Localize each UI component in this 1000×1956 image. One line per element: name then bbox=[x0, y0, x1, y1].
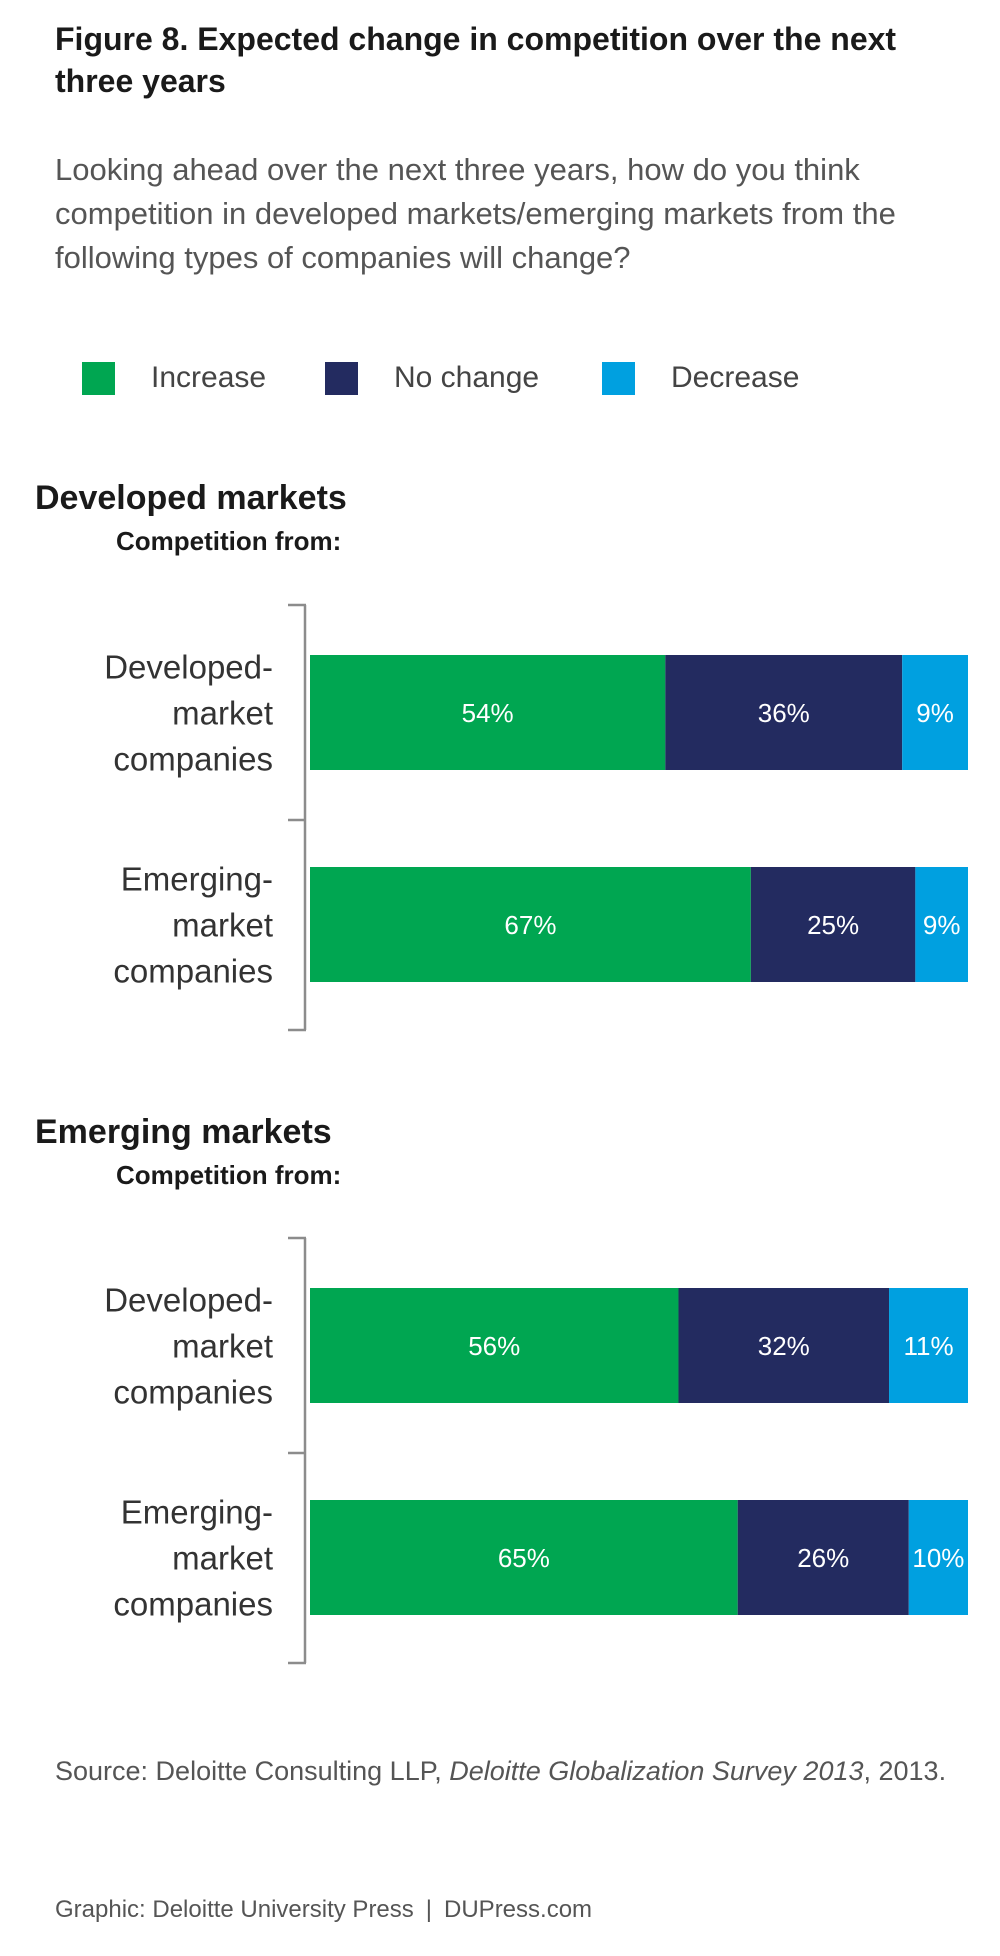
bar-increase-emerging-market-companies bbox=[310, 867, 751, 982]
source-suffix: , 2013. bbox=[863, 1756, 947, 1786]
data-label-decrease-developed-market-companies: 11% bbox=[903, 1331, 953, 1361]
emerging-markets-chart-svg: Developed-market companies 56% 32% 11% Emergi… bbox=[104, 1236, 968, 1665]
legend-swatch-decrease bbox=[602, 361, 635, 395]
category-label-line: companies bbox=[113, 1373, 273, 1410]
legend-swatch-no-change bbox=[325, 361, 358, 395]
bar-decrease-emerging-market-companies bbox=[915, 867, 968, 982]
bar-no-change-developed-market-companies bbox=[665, 655, 903, 770]
chart-legend: Increase No change Decrease bbox=[82, 356, 982, 400]
data-label-no-change-developed-market-companies: 32% bbox=[758, 1331, 810, 1361]
category-label-line: companies bbox=[113, 952, 273, 989]
category-label-line: Emerging- bbox=[121, 860, 273, 897]
credit-site: DUPress.com bbox=[444, 1896, 593, 1923]
credit-graphic: Graphic: Deloitte University Press bbox=[55, 1896, 414, 1923]
legend-label-no-change: No change bbox=[394, 361, 540, 394]
legend-item-no-change: No change bbox=[325, 356, 539, 400]
bar-no-change-developed-market-companies bbox=[678, 1288, 890, 1403]
bar-no-change-emerging-market-companies bbox=[737, 1500, 909, 1615]
legend-label-decrease: Decrease bbox=[671, 361, 800, 394]
legend-label-increase: Increase bbox=[151, 361, 267, 394]
category-label-line: market bbox=[172, 1539, 273, 1576]
emerging-markets-subtitle: Competition from: bbox=[116, 1160, 342, 1190]
category-label-developed-market-companies: Developed-market companies bbox=[104, 1281, 273, 1410]
data-label-increase-developed-market-companies: 54% bbox=[462, 698, 514, 728]
bar-increase-emerging-market-companies bbox=[310, 1500, 738, 1615]
bar-increase-developed-market-companies bbox=[310, 1288, 679, 1403]
data-label-decrease-developed-market-companies: 9% bbox=[916, 698, 954, 728]
bar-decrease-developed-market-companies bbox=[889, 1288, 968, 1403]
category-label-emerging-market-companies: Emerging-market companies bbox=[113, 1493, 273, 1622]
category-label-developed-market-companies: Developed-market companies bbox=[104, 648, 273, 777]
developed-markets-title: Developed markets bbox=[35, 479, 347, 517]
credit-separator: | bbox=[425, 1896, 433, 1923]
graphic-credit: Graphic: Deloitte University Press | DUPre… bbox=[55, 1896, 592, 1924]
developed-markets-chart: Developed-market companies 54% 36% 9% Emergin… bbox=[0, 595, 1000, 1040]
category-label-line: Developed- bbox=[104, 1281, 273, 1318]
bar-decrease-developed-market-companies bbox=[902, 655, 968, 770]
legend-item-decrease: Decrease bbox=[602, 356, 799, 400]
category-label-line: companies bbox=[113, 1585, 273, 1622]
data-label-no-change-emerging-market-companies: 25% bbox=[807, 910, 859, 940]
developed-markets-subtitle: Competition from: bbox=[116, 526, 342, 556]
bar-no-change-emerging-market-companies bbox=[750, 867, 916, 982]
emerging-markets-chart: Developed-market companies 56% 32% 11% Emergi… bbox=[0, 1228, 1000, 1673]
category-label-line: companies bbox=[113, 740, 273, 777]
developed-markets-chart-svg: Developed-market companies 54% 36% 9% Emergin… bbox=[104, 603, 968, 1032]
data-label-no-change-emerging-market-companies: 26% bbox=[797, 1543, 849, 1573]
category-label-line: Developed- bbox=[104, 648, 273, 685]
bar-decrease-emerging-market-companies bbox=[908, 1500, 968, 1615]
data-label-increase-emerging-market-companies: 65% bbox=[498, 1543, 550, 1573]
emerging-markets-title: Emerging markets bbox=[35, 1113, 332, 1151]
source-prefix: Source: Deloitte Consulting LLP, bbox=[55, 1756, 450, 1786]
category-label-line: Emerging- bbox=[121, 1493, 273, 1530]
figure-question: Looking ahead over the next three years,… bbox=[55, 152, 896, 275]
category-label-emerging-market-companies: Emerging-market companies bbox=[113, 860, 273, 989]
legend-item-increase: Increase bbox=[82, 356, 266, 400]
data-label-increase-emerging-market-companies: 67% bbox=[504, 910, 556, 940]
category-label-line: market bbox=[172, 906, 273, 943]
data-label-no-change-developed-market-companies: 36% bbox=[758, 698, 810, 728]
category-label-line: market bbox=[172, 694, 273, 731]
data-label-decrease-emerging-market-companies: 9% bbox=[923, 910, 961, 940]
legend-swatch-increase bbox=[82, 361, 115, 395]
source-note: Source: Deloitte Consulting LLP, Deloitt… bbox=[55, 1750, 955, 1792]
category-label-line: market bbox=[172, 1327, 273, 1364]
data-label-increase-developed-market-companies: 56% bbox=[468, 1331, 520, 1361]
data-label-decrease-emerging-market-companies: 10% bbox=[912, 1543, 964, 1573]
source-publication: Deloitte Globalization Survey 2013 bbox=[449, 1756, 864, 1786]
bar-increase-developed-market-companies bbox=[310, 655, 666, 770]
figure-title: Figure 8. Expected change in competition… bbox=[55, 21, 897, 99]
